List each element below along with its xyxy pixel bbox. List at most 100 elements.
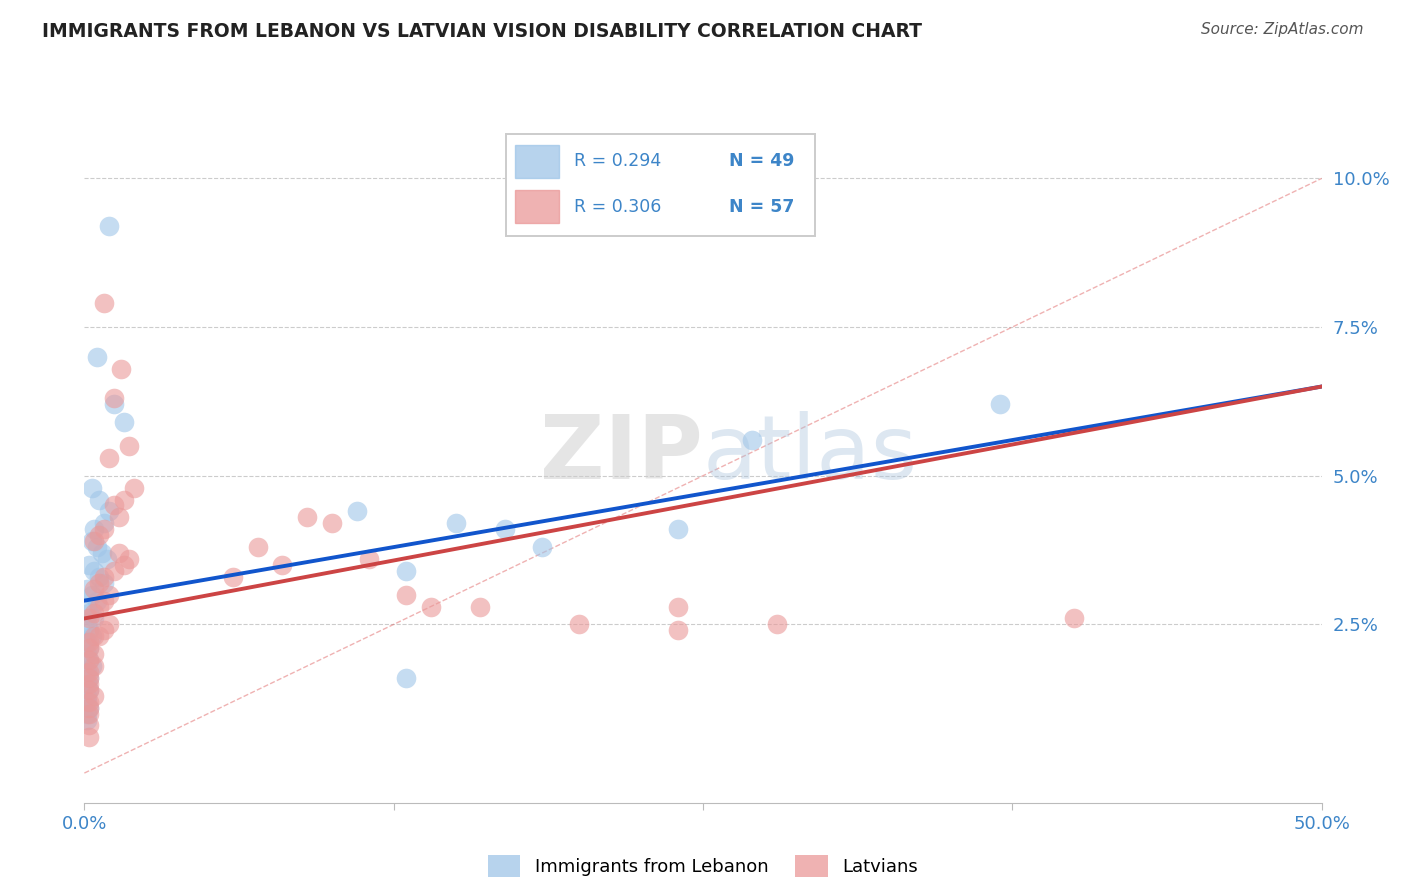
- Latvians: [103, 499, 125, 513]
- Latvians: [1063, 611, 1085, 625]
- Immigrants from Lebanon: [89, 492, 111, 507]
- Latvians: [357, 552, 380, 566]
- Immigrants from Lebanon: [76, 599, 98, 614]
- Immigrants from Lebanon: [112, 415, 135, 429]
- Immigrants from Lebanon: [79, 671, 101, 685]
- Latvians: [83, 582, 105, 596]
- Immigrants from Lebanon: [76, 647, 98, 661]
- Latvians: [93, 522, 115, 536]
- Immigrants from Lebanon: [86, 593, 108, 607]
- Latvians: [395, 588, 418, 602]
- Latvians: [470, 599, 492, 614]
- Latvians: [110, 361, 132, 376]
- Latvians: [321, 516, 343, 531]
- Immigrants from Lebanon: [79, 682, 101, 697]
- Immigrants from Lebanon: [76, 582, 98, 596]
- Latvians: [79, 700, 101, 714]
- Immigrants from Lebanon: [98, 219, 121, 233]
- Immigrants from Lebanon: [79, 624, 101, 638]
- Latvians: [83, 647, 105, 661]
- Text: N = 57: N = 57: [728, 198, 794, 216]
- Immigrants from Lebanon: [79, 558, 101, 572]
- Latvians: [112, 492, 135, 507]
- Immigrants from Lebanon: [346, 504, 368, 518]
- Text: IMMIGRANTS FROM LEBANON VS LATVIAN VISION DISABILITY CORRELATION CHART: IMMIGRANTS FROM LEBANON VS LATVIAN VISIO…: [42, 22, 922, 41]
- Latvians: [89, 528, 111, 542]
- Immigrants from Lebanon: [494, 522, 516, 536]
- Immigrants from Lebanon: [741, 433, 763, 447]
- Latvians: [79, 665, 101, 679]
- Immigrants from Lebanon: [80, 659, 103, 673]
- Latvians: [222, 570, 245, 584]
- Text: R = 0.306: R = 0.306: [574, 198, 662, 216]
- Latvians: [666, 624, 689, 638]
- Text: Source: ZipAtlas.com: Source: ZipAtlas.com: [1201, 22, 1364, 37]
- Latvians: [79, 706, 101, 721]
- Immigrants from Lebanon: [93, 575, 115, 590]
- FancyBboxPatch shape: [516, 190, 558, 223]
- Latvians: [103, 392, 125, 406]
- Latvians: [79, 611, 101, 625]
- Latvians: [271, 558, 294, 572]
- Latvians: [93, 593, 115, 607]
- Immigrants from Lebanon: [79, 606, 101, 620]
- Immigrants from Lebanon: [79, 700, 101, 714]
- Latvians: [79, 695, 101, 709]
- Immigrants from Lebanon: [666, 522, 689, 536]
- Immigrants from Lebanon: [76, 695, 98, 709]
- Immigrants from Lebanon: [76, 713, 98, 727]
- Immigrants from Lebanon: [83, 564, 105, 578]
- Latvians: [93, 624, 115, 638]
- Immigrants from Lebanon: [86, 540, 108, 554]
- Immigrants from Lebanon: [76, 689, 98, 703]
- Immigrants from Lebanon: [395, 671, 418, 685]
- Latvians: [122, 481, 145, 495]
- Latvians: [83, 689, 105, 703]
- Latvians: [112, 558, 135, 572]
- Latvians: [89, 629, 111, 643]
- Immigrants from Lebanon: [86, 350, 108, 364]
- Latvians: [79, 718, 101, 732]
- Latvians: [79, 682, 101, 697]
- Latvians: [98, 617, 121, 632]
- Latvians: [79, 671, 101, 685]
- Text: N = 49: N = 49: [728, 153, 794, 170]
- Immigrants from Lebanon: [76, 665, 98, 679]
- Latvians: [419, 599, 441, 614]
- Latvians: [103, 564, 125, 578]
- Immigrants from Lebanon: [531, 540, 554, 554]
- Immigrants from Lebanon: [83, 522, 105, 536]
- Immigrants from Lebanon: [83, 611, 105, 625]
- Latvians: [79, 641, 101, 656]
- Latvians: [108, 510, 131, 524]
- Text: R = 0.294: R = 0.294: [574, 153, 661, 170]
- Latvians: [118, 552, 141, 566]
- Latvians: [93, 570, 115, 584]
- Latvians: [79, 677, 101, 691]
- Latvians: [79, 635, 101, 649]
- Latvians: [568, 617, 591, 632]
- Immigrants from Lebanon: [76, 617, 98, 632]
- Immigrants from Lebanon: [90, 546, 112, 560]
- Immigrants from Lebanon: [395, 564, 418, 578]
- Immigrants from Lebanon: [96, 552, 118, 566]
- Latvians: [666, 599, 689, 614]
- Immigrants from Lebanon: [93, 516, 115, 531]
- Latvians: [295, 510, 318, 524]
- Immigrants from Lebanon: [98, 504, 121, 518]
- Immigrants from Lebanon: [76, 706, 98, 721]
- Latvians: [98, 588, 121, 602]
- Latvians: [79, 653, 101, 667]
- Latvians: [83, 606, 105, 620]
- Latvians: [83, 534, 105, 549]
- FancyBboxPatch shape: [516, 145, 558, 178]
- Latvians: [89, 575, 111, 590]
- Immigrants from Lebanon: [103, 397, 125, 411]
- Text: atlas: atlas: [703, 411, 918, 499]
- Legend: Immigrants from Lebanon, Latvians: Immigrants from Lebanon, Latvians: [481, 847, 925, 884]
- Latvians: [246, 540, 269, 554]
- Immigrants from Lebanon: [80, 481, 103, 495]
- Immigrants from Lebanon: [80, 534, 103, 549]
- Latvians: [79, 731, 101, 745]
- Immigrants from Lebanon: [79, 653, 101, 667]
